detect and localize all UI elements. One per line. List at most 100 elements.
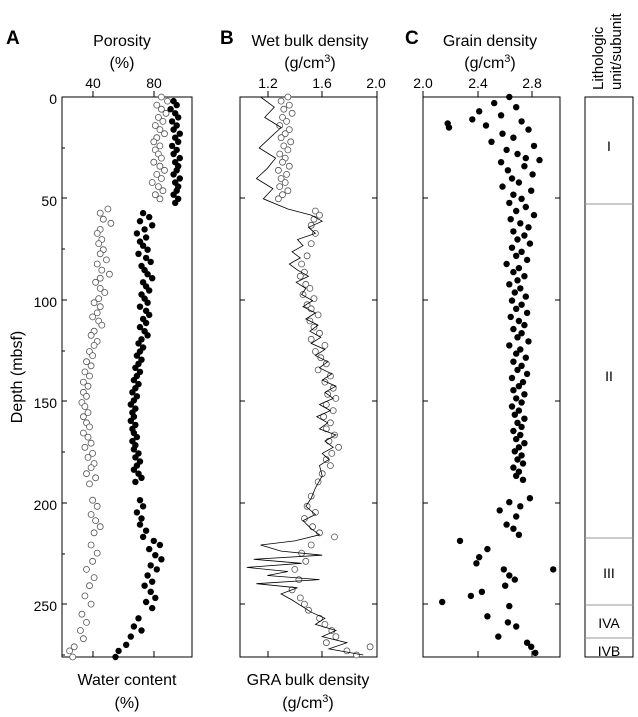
open-data-point bbox=[285, 101, 293, 109]
filled-data-point bbox=[515, 407, 523, 414]
open-data-point bbox=[280, 142, 288, 150]
filled-data-point bbox=[175, 138, 182, 145]
open-data-point bbox=[281, 179, 289, 186]
filled-data-point bbox=[136, 521, 144, 528]
open-data-point bbox=[298, 260, 306, 268]
filled-data-point bbox=[176, 175, 183, 182]
filled-data-point bbox=[132, 478, 139, 486]
filled-data-point bbox=[497, 112, 505, 119]
filled-data-point bbox=[476, 554, 483, 561]
filled-data-point bbox=[521, 232, 528, 239]
open-data-point bbox=[83, 566, 90, 573]
panel-a-title-unit: (%) bbox=[110, 55, 135, 72]
filled-data-point bbox=[506, 281, 513, 288]
open-data-point bbox=[328, 449, 336, 457]
filled-data-point bbox=[133, 352, 141, 359]
filled-data-point bbox=[469, 116, 476, 123]
filled-data-point bbox=[112, 653, 119, 661]
filled-data-point bbox=[130, 466, 138, 473]
lith-unit-label: III bbox=[603, 565, 615, 581]
filled-data-point bbox=[147, 588, 154, 595]
open-data-point bbox=[101, 289, 109, 296]
filled-data-point bbox=[130, 376, 138, 384]
filled-data-point bbox=[127, 401, 134, 408]
open-data-point bbox=[326, 462, 334, 470]
open-data-point bbox=[96, 284, 104, 292]
open-data-point bbox=[284, 187, 292, 195]
filled-data-point bbox=[488, 138, 495, 145]
open-data-point bbox=[99, 215, 107, 223]
filled-data-point bbox=[513, 472, 520, 479]
panel-b-data bbox=[246, 93, 374, 659]
filled-data-point bbox=[517, 285, 524, 292]
open-data-point bbox=[302, 280, 310, 288]
panel-c-frame bbox=[422, 96, 561, 658]
open-data-point bbox=[161, 130, 168, 138]
filled-data-point bbox=[495, 633, 502, 640]
filled-data-point bbox=[515, 383, 523, 390]
open-data-point bbox=[283, 170, 291, 178]
open-data-point bbox=[303, 502, 311, 510]
filled-data-point bbox=[146, 213, 153, 221]
filled-data-point bbox=[499, 183, 506, 190]
filled-data-point bbox=[514, 277, 521, 284]
panel-c-tick-label: 2.8 bbox=[522, 75, 542, 91]
open-data-point bbox=[148, 179, 156, 186]
filled-data-point bbox=[491, 99, 498, 107]
filled-data-point bbox=[521, 163, 528, 170]
filled-data-point bbox=[138, 515, 145, 522]
filled-data-point bbox=[514, 419, 521, 426]
open-data-point bbox=[106, 270, 113, 278]
filled-data-point bbox=[513, 395, 520, 402]
filled-data-point bbox=[152, 552, 159, 559]
open-data-point bbox=[92, 517, 99, 524]
open-data-point bbox=[84, 453, 92, 461]
filled-data-point bbox=[525, 224, 532, 231]
depth-ticks bbox=[62, 96, 560, 656]
filled-data-point bbox=[525, 126, 532, 133]
panel-a-bottom-label: Water content bbox=[77, 672, 177, 689]
filled-data-point bbox=[135, 615, 142, 622]
filled-data-point bbox=[521, 440, 528, 447]
depth-tick-labels: 0 50 100 150 200 250 bbox=[34, 91, 58, 614]
filled-data-point bbox=[130, 446, 138, 453]
open-data-point bbox=[87, 439, 95, 447]
open-data-point bbox=[331, 533, 338, 541]
filled-data-point bbox=[506, 342, 513, 349]
filled-data-point bbox=[521, 415, 528, 422]
depth-tick-label: 200 bbox=[34, 497, 58, 513]
filled-data-point bbox=[518, 195, 525, 202]
open-data-point bbox=[89, 557, 96, 565]
open-data-point bbox=[98, 266, 106, 274]
open-data-point bbox=[285, 126, 293, 134]
lith-unit-label: IVB bbox=[598, 643, 621, 659]
open-data-point bbox=[87, 331, 95, 339]
filled-data-point bbox=[146, 311, 153, 319]
open-data-point bbox=[86, 582, 93, 590]
filled-data-point bbox=[518, 362, 525, 369]
filled-data-point bbox=[510, 191, 517, 198]
filled-data-point bbox=[146, 545, 153, 553]
panel-b-tick-label: 1.2 bbox=[258, 75, 278, 91]
filled-data-point bbox=[129, 389, 136, 396]
open-data-point bbox=[274, 166, 282, 174]
filled-data-point bbox=[523, 309, 531, 317]
filled-data-point bbox=[476, 108, 483, 115]
panel-b-title-unit: (g/cm3) bbox=[284, 53, 335, 72]
filled-data-point bbox=[511, 411, 518, 418]
filled-data-point bbox=[513, 435, 520, 443]
filled-data-point bbox=[115, 647, 122, 655]
filled-data-point bbox=[518, 330, 525, 337]
open-data-point bbox=[150, 138, 158, 146]
open-data-point bbox=[287, 138, 295, 146]
filled-data-point bbox=[508, 175, 516, 182]
filled-data-point bbox=[138, 627, 145, 634]
open-data-point bbox=[104, 205, 112, 213]
panel-letter-c: C bbox=[405, 28, 419, 49]
open-data-point bbox=[154, 183, 162, 191]
open-data-point bbox=[156, 126, 164, 134]
filled-data-point bbox=[532, 649, 539, 657]
panel-c-x-ticks bbox=[422, 91, 533, 657]
filled-data-point bbox=[517, 503, 524, 510]
filled-data-point bbox=[150, 537, 157, 545]
